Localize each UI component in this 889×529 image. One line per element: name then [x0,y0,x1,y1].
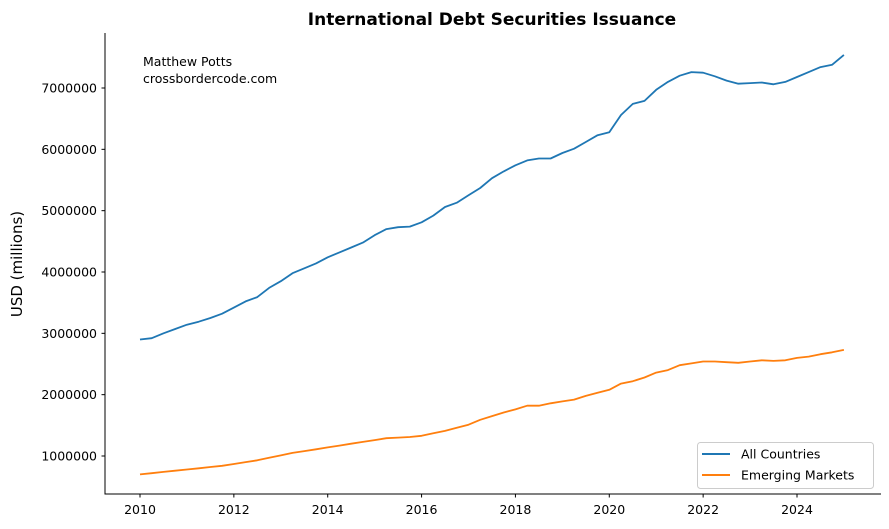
legend-label-emerging-markets: Emerging Markets [741,468,854,483]
y-tick-label: 5000000 [41,203,97,218]
x-tick-label: 2016 [406,502,438,517]
y-tick-label: 4000000 [41,265,97,280]
author-annotation: Matthew Potts [143,54,232,69]
y-tick-label: 7000000 [41,81,97,96]
y-tick-label: 6000000 [41,142,97,157]
y-tick-label: 1000000 [41,449,97,464]
x-axis-ticks: 2010 2012 2014 2016 2018 2020 2022 2024 [124,494,813,517]
y-tick-label: 3000000 [41,326,97,341]
y-axis-ticks: 1000000 2000000 3000000 4000000 5000000 60000… [41,81,105,464]
x-tick-label: 2012 [218,502,250,517]
series-line-all-countries [139,54,845,341]
x-tick-label: 2024 [781,502,813,517]
legend-box [697,442,874,489]
y-tick-label: 2000000 [41,387,97,402]
x-tick-label: 2010 [124,502,156,517]
x-tick-label: 2018 [500,502,532,517]
legend-label-all-countries: All Countries [741,447,820,462]
chart-title: International Debt Securities Issuance [308,10,676,30]
x-tick-label: 2014 [312,502,344,517]
x-tick-label: 2022 [687,502,719,517]
y-axis-label: USD (millions) [8,211,26,317]
series-line-emerging-markets [139,349,845,476]
website-annotation: crossbordercode.com [143,71,277,86]
plot-area [139,54,845,476]
x-tick-label: 2020 [593,502,625,517]
legend: All Countries Emerging Markets [697,442,874,489]
